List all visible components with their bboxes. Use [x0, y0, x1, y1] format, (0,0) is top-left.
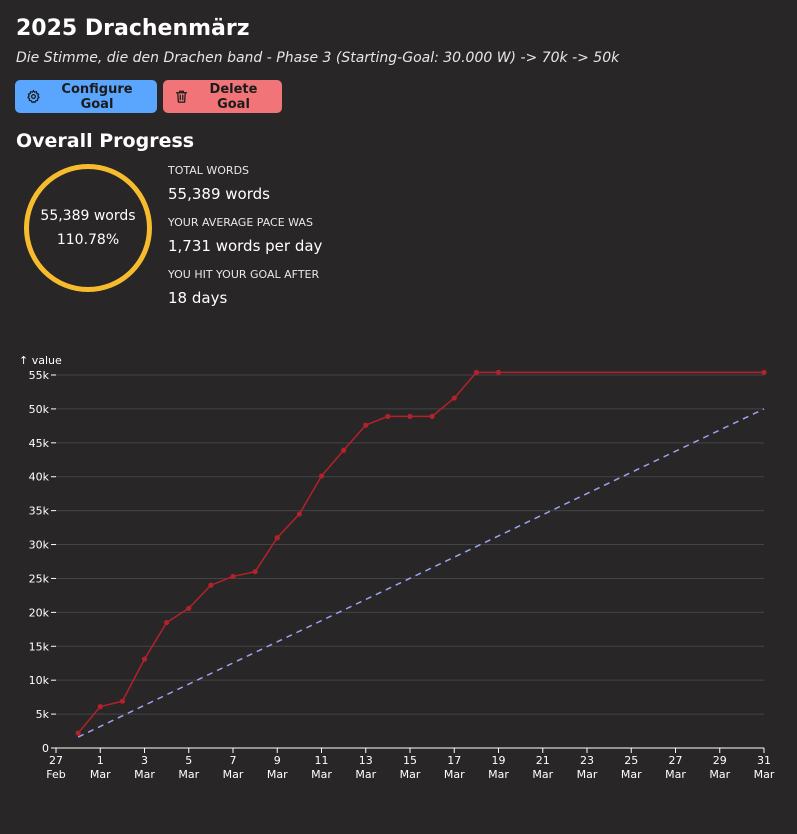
y-tick-label: 40k — [29, 471, 50, 484]
y-tick-label: 20k — [29, 606, 50, 619]
actual-words-point — [75, 730, 81, 736]
ring-percent: 110.78% — [56, 232, 120, 248]
delete-goal-label: Delete Goal — [209, 81, 258, 112]
actual-words-point — [186, 605, 192, 611]
x-tick-month: Feb — [46, 768, 65, 781]
actual-words-point — [341, 447, 347, 453]
x-tick-month: Mar — [488, 768, 509, 781]
x-tick-day: 31 — [757, 754, 771, 767]
x-tick-day: 21 — [536, 754, 550, 767]
actual-words-line — [77, 371, 764, 734]
x-tick-month: Mar — [754, 768, 775, 781]
actual-words-point — [761, 369, 767, 375]
actual-words-point — [318, 473, 325, 479]
x-tick-day: 13 — [359, 754, 373, 767]
y-axis-label: ↑ value — [19, 354, 62, 367]
actual-words-point — [119, 698, 125, 704]
page-title: 2025 Drachenmärz — [16, 16, 250, 41]
x-tick-day: 1 — [97, 754, 104, 767]
gear-icon — [26, 89, 41, 104]
x-tick-month: Mar — [267, 768, 288, 781]
x-tick-month: Mar — [311, 768, 332, 781]
x-tick-month: Mar — [621, 768, 642, 781]
x-tick-month: Mar — [400, 768, 421, 781]
actual-words-point — [407, 413, 413, 419]
x-tick-month: Mar — [577, 768, 598, 781]
x-tick-day: 23 — [580, 754, 594, 767]
progress-stats: TOTAL WORDS 55,389 words YOUR AVERAGE PA… — [168, 164, 322, 320]
x-tick-month: Mar — [134, 768, 155, 781]
y-tick-label: 10k — [29, 674, 50, 687]
y-tick-label: 30k — [29, 539, 50, 552]
x-tick-day: 29 — [713, 754, 727, 767]
ring-words: 55,389 words — [40, 208, 136, 224]
actual-words-point — [230, 573, 236, 580]
delete-goal-button[interactable]: Delete Goal — [163, 80, 282, 113]
actual-words-point — [274, 535, 280, 541]
goal-hit-label: YOU HIT YOUR GOAL AFTER — [168, 268, 320, 281]
actual-words-point — [451, 395, 457, 401]
progress-chart: ↑ value 0 5k 10k 15k 20k 25k 30k 35k 40k 45k 50k 55k… — [19, 354, 775, 781]
overall-progress-title: Overall Progress — [16, 130, 195, 152]
actual-words-point — [429, 413, 435, 419]
x-tick-month: Mar — [709, 768, 730, 781]
x-tick-day: 11 — [315, 754, 329, 767]
x-tick-day: 19 — [492, 754, 506, 767]
x-tick-day: 25 — [624, 754, 638, 767]
actual-words-point — [296, 511, 302, 517]
x-tick-month: Mar — [223, 768, 244, 781]
x-tick-day: 17 — [447, 754, 461, 767]
y-tick-label: 25k — [29, 572, 50, 585]
actual-words-point — [208, 582, 214, 588]
y-tick-label: 35k — [29, 505, 50, 518]
x-tick-month: Mar — [532, 768, 553, 781]
actual-words-point — [141, 656, 148, 662]
actual-words-point — [97, 704, 103, 710]
page-subtitle: Die Stimme, die den Drachen band - Phase… — [16, 50, 620, 66]
total-words-value: 55,389 words — [168, 185, 270, 203]
actual-words-point — [473, 369, 479, 375]
x-tick-month: Mar — [90, 768, 111, 781]
x-tick-day: 27 — [669, 754, 683, 767]
actual-words-point — [495, 369, 502, 375]
actual-words-point — [164, 619, 170, 626]
actual-words-point — [363, 422, 369, 428]
x-tick-month: Mar — [665, 768, 686, 781]
total-words-label: TOTAL WORDS — [168, 164, 250, 177]
x-tick-month: Mar — [444, 768, 465, 781]
x-tick-day: 5 — [185, 754, 192, 767]
average-pace-value: 1,731 words per day — [168, 237, 323, 255]
x-tick-day: 9 — [274, 754, 281, 767]
configure-goal-button[interactable]: Configure Goal — [15, 80, 157, 113]
x-tick-day: 15 — [403, 754, 417, 767]
y-tick-label: 0 — [42, 742, 49, 755]
actual-words-point — [252, 569, 258, 575]
progress-ring: 55,389 words 110.78% — [24, 164, 152, 292]
y-tick-label: 55k — [29, 369, 50, 382]
actual-words-point — [385, 413, 391, 419]
y-tick-label: 50k — [29, 403, 50, 416]
goal-hit-value: 18 days — [168, 289, 228, 307]
x-tick-day: 27 — [49, 754, 63, 767]
x-tick-day: 7 — [230, 754, 237, 767]
y-tick-label: 15k — [29, 640, 50, 653]
y-tick-label: 45k — [29, 437, 50, 450]
x-tick-month: Mar — [355, 768, 376, 781]
y-tick-label: 5k — [36, 708, 50, 721]
x-tick-day: 3 — [141, 754, 148, 767]
x-tick-month: Mar — [178, 768, 199, 781]
configure-goal-label: Configure Goal — [61, 81, 133, 112]
average-pace-label: YOUR AVERAGE PACE WAS — [168, 216, 313, 229]
trash-icon — [174, 89, 189, 104]
target-pace-line — [77, 408, 765, 738]
